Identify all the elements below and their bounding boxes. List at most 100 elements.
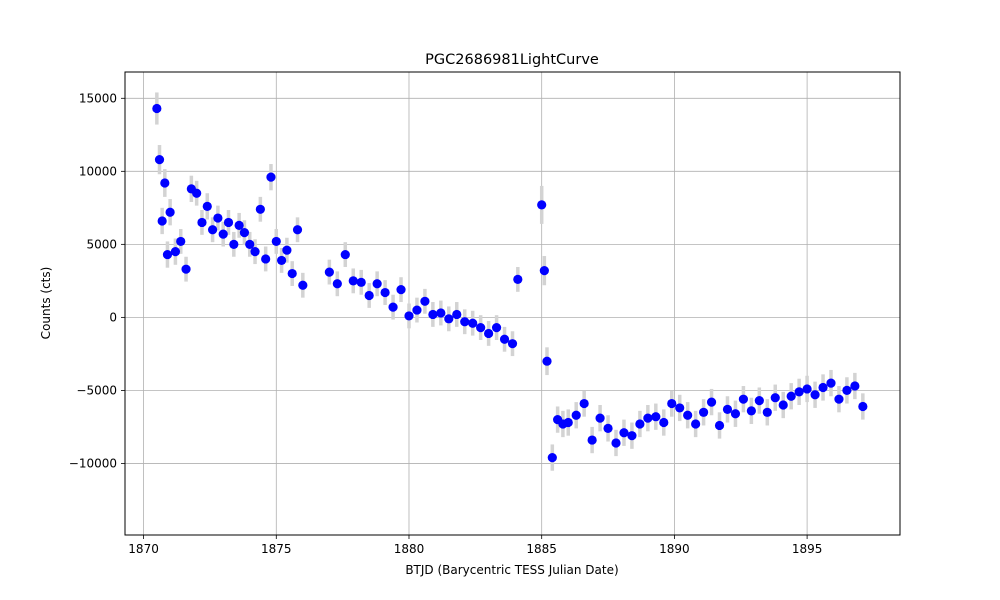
- data-point: [643, 413, 653, 423]
- y-tick-label: 10000: [79, 164, 117, 178]
- error-bars: [155, 92, 865, 471]
- data-point: [762, 407, 772, 417]
- data-point: [239, 228, 250, 238]
- data-point: [292, 225, 303, 235]
- x-tick-label: 1890: [659, 542, 690, 556]
- data-point: [444, 314, 454, 324]
- grid-lines: [125, 72, 900, 535]
- data-point: [298, 280, 308, 290]
- data-point: [513, 274, 523, 285]
- data-point: [484, 328, 494, 339]
- data-point: [507, 339, 518, 349]
- data-point: [579, 398, 589, 409]
- y-tick-label: −5000: [76, 383, 117, 397]
- data-point: [778, 400, 788, 410]
- data-point: [348, 276, 358, 286]
- data-point: [730, 409, 741, 419]
- data-points: [152, 103, 868, 463]
- data-point: [595, 413, 605, 423]
- data-point: [192, 188, 202, 198]
- data-point: [627, 431, 637, 441]
- data-point: [266, 172, 276, 182]
- x-tick-label: 1870: [128, 542, 159, 556]
- x-tick-label: 1895: [792, 542, 823, 556]
- data-point: [746, 406, 756, 416]
- data-point: [213, 213, 223, 223]
- data-point: [802, 384, 812, 394]
- data-point: [287, 268, 297, 279]
- data-point: [706, 397, 717, 407]
- data-point: [834, 394, 844, 404]
- data-point: [619, 428, 629, 438]
- data-point: [396, 285, 406, 295]
- y-tick-label: 5000: [86, 237, 117, 251]
- data-point: [499, 334, 510, 344]
- data-point: [539, 266, 549, 276]
- data-point: [635, 419, 645, 429]
- data-point: [818, 382, 828, 393]
- data-point: [698, 407, 709, 417]
- data-point: [563, 417, 573, 428]
- data-point: [651, 412, 661, 422]
- data-point: [714, 420, 725, 431]
- data-point: [587, 435, 597, 445]
- data-point: [850, 381, 860, 391]
- y-tick-label: −10000: [69, 456, 117, 470]
- data-point: [340, 249, 350, 260]
- data-point: [436, 308, 446, 318]
- data-point: [468, 318, 478, 328]
- data-point: [152, 103, 162, 114]
- data-point: [603, 423, 613, 433]
- data-point: [722, 404, 733, 414]
- data-point: [255, 204, 265, 214]
- data-point: [428, 309, 438, 320]
- chart-title: PGC2686981LightCurve: [425, 52, 599, 68]
- data-point: [176, 236, 186, 247]
- data-point: [460, 317, 470, 327]
- data-point: [364, 290, 374, 301]
- data-point: [476, 322, 486, 333]
- data-point: [380, 287, 390, 298]
- y-axis-label: Counts (cts): [39, 267, 53, 340]
- data-point: [197, 217, 207, 228]
- data-point: [542, 356, 552, 366]
- data-point: [245, 239, 255, 249]
- data-point: [404, 311, 414, 321]
- data-point: [412, 305, 422, 315]
- data-point: [491, 322, 502, 333]
- data-point: [271, 236, 281, 247]
- data-point: [691, 419, 701, 429]
- data-point: [537, 200, 547, 210]
- data-point: [165, 207, 175, 217]
- y-tick-label: 0: [109, 310, 117, 324]
- data-point: [218, 229, 228, 239]
- data-point: [261, 254, 271, 264]
- data-point: [659, 417, 669, 428]
- data-point: [786, 391, 796, 401]
- data-point: [207, 225, 218, 235]
- data-point: [229, 239, 239, 249]
- data-point: [202, 201, 212, 211]
- data-point: [667, 398, 677, 409]
- data-point: [571, 410, 581, 420]
- data-point: [452, 309, 462, 320]
- data-point: [420, 296, 430, 306]
- data-point: [794, 387, 804, 397]
- data-point: [770, 393, 780, 403]
- data-point: [675, 403, 685, 413]
- y-tick-label: 15000: [79, 91, 117, 105]
- data-point: [282, 245, 292, 255]
- data-point: [154, 155, 165, 165]
- plot-frame: [124, 71, 901, 536]
- data-point: [234, 220, 244, 230]
- data-point: [842, 385, 852, 396]
- x-axis-label: BTJD (Barycentric TESS Julian Date): [405, 563, 618, 577]
- data-point: [170, 247, 181, 257]
- data-point: [858, 401, 868, 412]
- data-point: [332, 279, 342, 289]
- data-point: [160, 178, 170, 188]
- x-tick-label: 1880: [394, 542, 425, 556]
- x-tick-label: 1875: [261, 542, 292, 556]
- data-point: [356, 277, 366, 287]
